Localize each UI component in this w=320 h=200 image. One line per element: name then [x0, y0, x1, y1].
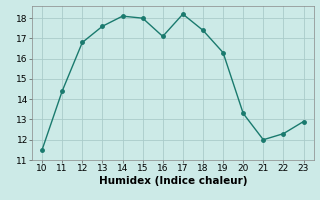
X-axis label: Humidex (Indice chaleur): Humidex (Indice chaleur) [99, 176, 247, 186]
